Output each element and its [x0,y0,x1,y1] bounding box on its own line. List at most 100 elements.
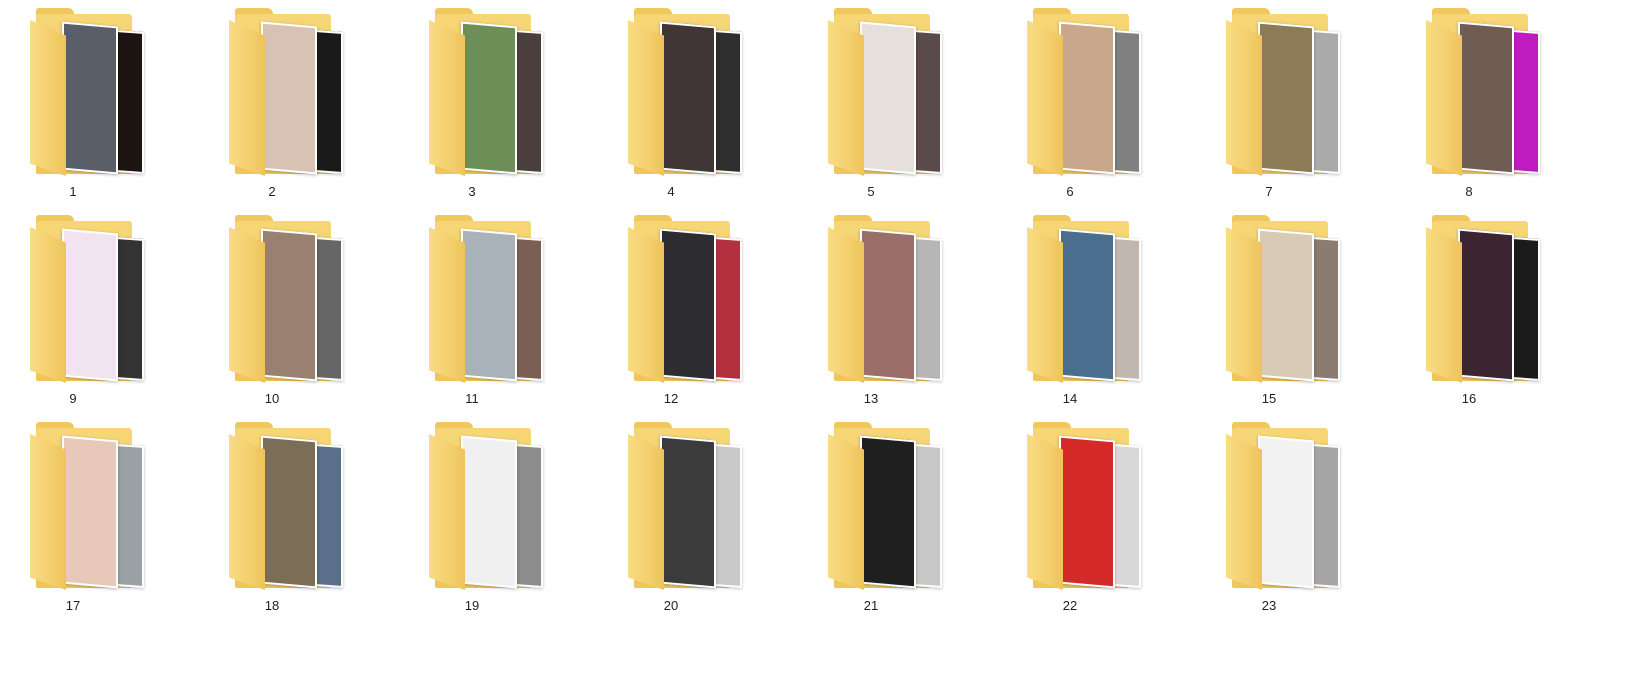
folder-item[interactable]: 16 [1404,215,1564,421]
folder-front [828,20,864,176]
folder-front [30,434,66,590]
folder-tab [1232,8,1270,18]
folder-tab [834,422,872,432]
folder-item[interactable]: 2 [207,8,367,214]
folder-icon [28,422,158,593]
folder-tab [36,422,74,432]
folder-icon [427,215,557,386]
folder-label: 7 [1265,184,1273,199]
folder-label: 19 [464,598,480,613]
folder-item[interactable]: 22 [1005,422,1165,628]
folder-front [1226,227,1262,383]
folder-item[interactable]: 18 [207,422,367,628]
folder-front [30,227,66,383]
folder-icon [626,422,756,593]
folder-label: 13 [863,391,879,406]
folder-icon [28,8,158,179]
thumbnail-front [1258,21,1314,175]
thumbnail-front [62,228,118,382]
folder-tab [1232,215,1270,225]
folder-icon [1025,422,1155,593]
folder-tab [36,8,74,18]
folder-icon [826,215,956,386]
folder-front [1027,434,1063,590]
thumbnail-front [261,435,317,589]
folder-front [30,20,66,176]
folder-item[interactable]: 4 [606,8,766,214]
folder-tab [435,215,473,225]
folder-tab [1232,422,1270,432]
folder-tab [1033,8,1071,18]
folder-icon [626,8,756,179]
folder-item[interactable]: 7 [1204,8,1364,214]
folder-label: 16 [1461,391,1477,406]
folder-front [1226,434,1262,590]
folder-front [1027,20,1063,176]
folder-icon [227,215,357,386]
folder-tab [1033,215,1071,225]
folder-item[interactable]: 5 [806,8,966,214]
folder-label: 15 [1261,391,1277,406]
folder-label: 12 [663,391,679,406]
folder-label: 6 [1066,184,1074,199]
folder-icon [28,215,158,386]
thumbnail-front [461,228,517,382]
folder-label: 14 [1062,391,1078,406]
thumbnail-front [1059,435,1115,589]
folder-front [229,227,265,383]
folder-front [229,434,265,590]
folder-label: 20 [663,598,679,613]
folder-front [828,434,864,590]
folder-front [1426,227,1462,383]
thumbnail-front [461,435,517,589]
folder-label: 5 [867,184,875,199]
folder-tab [36,215,74,225]
folder-tab [435,8,473,18]
thumbnail-front [860,21,916,175]
folder-tab [634,8,672,18]
folder-front [1426,20,1462,176]
thumbnail-front [1458,21,1514,175]
folder-item[interactable]: 6 [1005,8,1165,214]
folder-item[interactable]: 11 [407,215,567,421]
folder-item[interactable]: 17 [8,422,168,628]
folder-item[interactable]: 20 [606,422,766,628]
thumbnail-front [1059,21,1115,175]
folder-icon [227,8,357,179]
thumbnail-front [62,21,118,175]
folder-icon [626,215,756,386]
folder-item[interactable]: 1 [8,8,168,214]
folder-item[interactable]: 3 [407,8,567,214]
folder-item[interactable]: 12 [606,215,766,421]
folder-item[interactable]: 21 [806,422,966,628]
folder-front [628,20,664,176]
folder-icon [1025,215,1155,386]
folder-tab [235,215,273,225]
thumbnail-front [660,435,716,589]
folder-item[interactable]: 13 [806,215,966,421]
folder-item[interactable]: 8 [1404,8,1564,214]
folder-front [429,20,465,176]
folder-item[interactable]: 10 [207,215,367,421]
folder-label: 17 [65,598,81,613]
folder-item[interactable]: 19 [407,422,567,628]
folder-tab [634,215,672,225]
folder-icon [826,422,956,593]
thumbnail-front [660,21,716,175]
folder-item[interactable]: 23 [1204,422,1364,628]
folder-item[interactable]: 14 [1005,215,1165,421]
folder-label: 21 [863,598,879,613]
folder-item[interactable]: 9 [8,215,168,421]
folder-tab [235,422,273,432]
folder-tab [1432,215,1470,225]
folder-label: 22 [1062,598,1078,613]
folder-front [429,434,465,590]
folder-front [628,227,664,383]
folder-label: 1 [69,184,77,199]
thumbnail-front [1258,228,1314,382]
folder-tab [834,8,872,18]
folder-item[interactable]: 15 [1204,215,1364,421]
folder-label: 9 [69,391,77,406]
folder-icon [1224,422,1354,593]
folder-icon [227,422,357,593]
